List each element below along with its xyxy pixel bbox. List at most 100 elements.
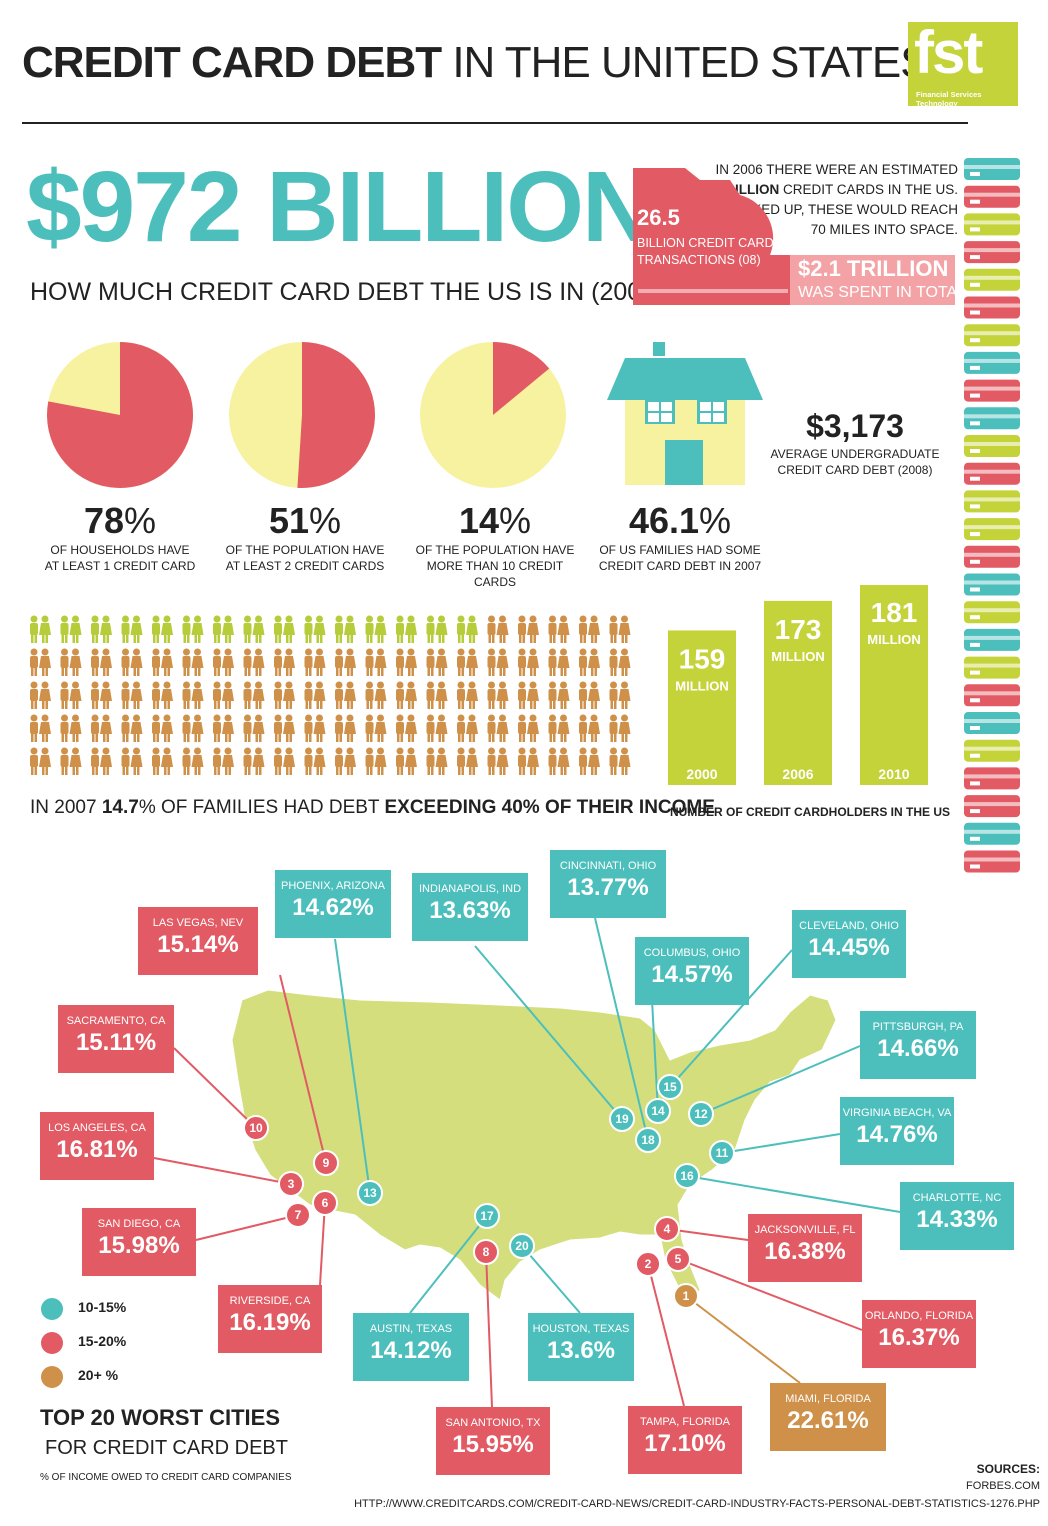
city-name: LOS ANGELES, CA — [48, 1122, 146, 1134]
title-bold: CREDIT CARD DEBT — [22, 38, 442, 87]
city-rank-13: 13 — [363, 1186, 377, 1200]
city-marker-13 — [357, 1180, 383, 1206]
stack-card-chip — [970, 172, 980, 176]
logo-word: fst — [914, 19, 983, 86]
city-marker-19 — [609, 1106, 635, 1132]
city-rank-19: 19 — [615, 1112, 629, 1126]
family-green-icon — [365, 615, 387, 643]
stack-card-stripe — [964, 802, 1020, 807]
leader-line-14 — [651, 999, 659, 1112]
family-orange-icon — [579, 714, 600, 742]
city-percent: 22.61% — [787, 1407, 869, 1434]
headline-caption: HOW MUCH CREDIT CARD DEBT THE US IS IN (… — [30, 278, 664, 306]
stat-1-value: 78% — [30, 500, 210, 542]
family-orange-icon — [518, 747, 539, 775]
undergrad-line2: CREDIT CARD DEBT (2008) — [777, 463, 933, 477]
family-orange-icon — [365, 714, 387, 742]
family-green-icon — [396, 615, 417, 643]
stack-card-stripe — [964, 331, 1020, 336]
city-name: HOUSTON, TEXAS — [532, 1323, 630, 1335]
bar-category-label: 2000 — [686, 766, 717, 782]
family-orange-icon — [274, 714, 295, 742]
family-orange-icon — [457, 747, 478, 775]
city-label-7: SAN DIEGO, CA 15.98% — [82, 1208, 196, 1276]
family-orange-icon — [396, 648, 417, 676]
family-orange-icon — [396, 714, 417, 742]
family-orange-icon — [91, 648, 112, 676]
city-percent: 16.37% — [878, 1324, 960, 1351]
stack-card — [964, 324, 1020, 347]
stack-card-chip — [970, 504, 980, 509]
headline-value: $972 BILLION — [26, 151, 654, 263]
sources-line1: FORBES.COM — [966, 1480, 1040, 1492]
leader-line-7 — [195, 1214, 299, 1241]
leader-line-16 — [686, 1175, 901, 1213]
stack-card-chip — [970, 809, 980, 814]
stack-card-stripe — [964, 275, 1020, 280]
family-orange-icon — [609, 714, 631, 742]
family-orange-icon — [182, 648, 204, 676]
city-marker-2 — [635, 1251, 661, 1277]
city-rank-17: 17 — [480, 1209, 494, 1223]
family-orange-icon — [304, 747, 326, 775]
family-orange-icon — [335, 648, 356, 676]
city-percent: 14.66% — [877, 1035, 959, 1062]
city-label-17: AUSTIN, TEXAS 14.12% — [353, 1313, 469, 1381]
stack-card-stripe — [964, 469, 1020, 474]
family-orange-icon — [60, 648, 82, 676]
family-orange-icon — [426, 681, 448, 709]
family-orange-icon — [365, 648, 387, 676]
legend-dot-3 — [41, 1366, 63, 1388]
family-orange-icon — [609, 648, 631, 676]
city-percent: 15.95% — [452, 1431, 534, 1458]
family-green-icon — [274, 615, 295, 643]
family-orange-icon — [121, 648, 143, 676]
family-orange-icon — [548, 714, 570, 742]
stat-1-line2: AT LEAST 1 CREDIT CARD — [44, 559, 196, 573]
pink-card-panel — [790, 255, 955, 305]
city-name: RIVERSIDE, CA — [229, 1295, 311, 1307]
family-orange-icon — [457, 648, 478, 676]
family-orange-icon — [30, 648, 51, 676]
bar-category-label: 2006 — [782, 766, 813, 782]
city-percent: 13.63% — [429, 897, 511, 924]
family-orange-icon — [182, 714, 204, 742]
family-orange-icon — [518, 714, 539, 742]
city-percent: 13.6% — [546, 1337, 616, 1364]
city-label-1: MIAMI, FLORIDA 22.61% — [770, 1383, 886, 1451]
stack-card-stripe — [964, 663, 1020, 668]
city-name: PHOENIX, ARIZONA — [281, 880, 385, 892]
stack-card-stripe — [964, 608, 1020, 613]
city-marker-9 — [313, 1150, 339, 1176]
stack-card-stripe — [964, 442, 1020, 446]
stack-card-chip — [970, 670, 980, 675]
city-percent: 15.11% — [75, 1029, 157, 1056]
family-orange-icon — [121, 747, 143, 775]
spent-value: $2.1 TRILLION — [798, 256, 949, 281]
page-title: CREDIT CARD DEBT IN THE UNITED STATES — [22, 38, 930, 88]
stack-card — [964, 241, 1020, 264]
family-orange-icon — [91, 714, 112, 742]
card-stripe-line — [638, 289, 788, 293]
family-orange-icon — [518, 648, 539, 676]
stack-card-chip — [970, 282, 980, 287]
city-name: VIRGINIA BEACH, VA — [842, 1107, 952, 1119]
family-orange-icon — [152, 648, 173, 676]
family-orange-icon — [243, 747, 265, 775]
city-rank-8: 8 — [483, 1245, 490, 1259]
bar-category-label: 2010 — [878, 766, 909, 782]
city-label-20: HOUSTON, TEXAS 13.6% — [528, 1313, 634, 1381]
city-label-5: ORLANDO, FLORIDA 16.37% — [862, 1300, 976, 1368]
city-name: LAS VEGAS, NEV — [152, 917, 244, 929]
family-orange-icon — [609, 681, 631, 709]
city-label-12: PITTSBURGH, PA 14.66% — [860, 1011, 976, 1079]
stat-3-line1: OF THE POPULATION HAVE — [415, 543, 575, 557]
family-orange-icon — [335, 714, 356, 742]
family-orange-icon — [426, 714, 448, 742]
city-percent: 16.19% — [229, 1309, 311, 1336]
family-orange-icon — [487, 615, 509, 643]
bar-value-label: 173 — [775, 614, 822, 645]
legend-label-orange: 20+ % — [78, 1367, 119, 1383]
legend-dot-1 — [41, 1298, 63, 1320]
city-rank-2: 2 — [645, 1257, 652, 1271]
